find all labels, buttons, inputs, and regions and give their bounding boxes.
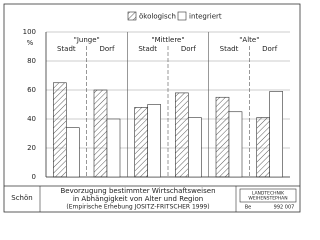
y-tick-label: 60 (27, 86, 36, 94)
x-category-label: Stadt (138, 45, 157, 53)
y-unit: % (27, 39, 34, 47)
footer-source: (Empirische Erhebung JOSITZ-FRITSCHER 19… (66, 204, 209, 211)
group-label: "Alte" (239, 36, 259, 44)
bar (188, 117, 202, 178)
x-category-label: Stadt (220, 45, 239, 53)
chart: Schön Bevorzugung bestimmter Wirtschafts… (3, 3, 301, 213)
bar (134, 107, 148, 178)
legend-swatch (127, 11, 137, 21)
code: Be (245, 205, 252, 211)
legend-label: ökologisch (139, 13, 176, 21)
legend-swatch (177, 11, 187, 21)
footer-title: in Abhängigkeit von Alter und Region (73, 195, 203, 203)
bar (256, 117, 270, 178)
y-tick-label: 0 (32, 173, 36, 181)
bar (147, 104, 161, 178)
frame (3, 3, 301, 213)
group-label: "Junge" (74, 36, 100, 44)
footer-author: Schön (11, 194, 32, 202)
legend-label: integriert (189, 13, 222, 21)
bar (106, 118, 121, 178)
logo-box (239, 188, 297, 203)
y-tick-label: 40 (27, 115, 36, 123)
x-category-label: Dorf (262, 45, 278, 53)
bar (66, 127, 80, 178)
y-tick-label: 100 (23, 28, 36, 36)
y-tick-label: 20 (27, 144, 36, 152)
bar (269, 91, 283, 178)
code: 992 007 (274, 205, 295, 211)
bar (215, 96, 230, 178)
group-label: "Mittlere" (151, 36, 184, 44)
bar (53, 82, 67, 178)
y-tick-label: 80 (27, 57, 36, 65)
x-category-label: Dorf (99, 45, 115, 53)
x-category-label: Dorf (181, 45, 197, 53)
bar (175, 92, 189, 178)
logo-text: LANDTECHNIK (252, 191, 285, 197)
logo-text: WEIHENSTEPHAN (248, 196, 287, 202)
x-category-label: Stadt (57, 45, 76, 53)
bar (228, 111, 243, 178)
bar (93, 89, 108, 178)
footer-title: Bevorzugung bestimmter Wirtschaftsweisen (60, 187, 215, 195)
